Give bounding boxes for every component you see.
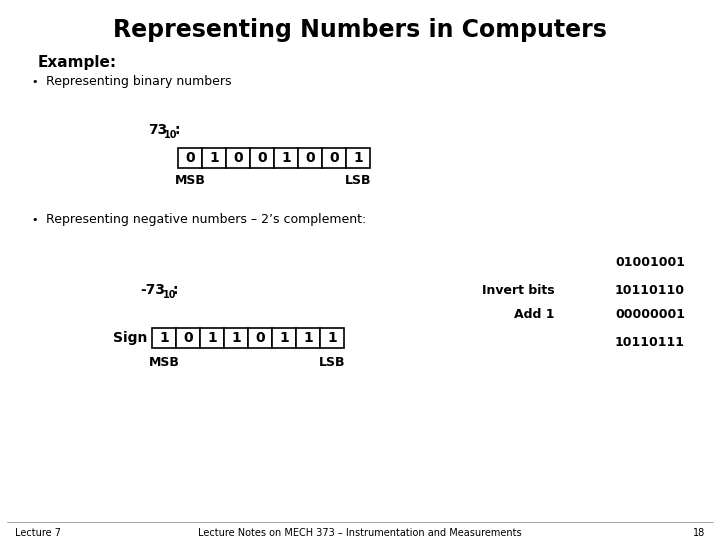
Text: 10: 10 <box>164 130 178 140</box>
Text: 1: 1 <box>231 331 241 345</box>
Text: :: : <box>173 283 179 297</box>
Text: MSB: MSB <box>174 173 205 186</box>
Text: LSB: LSB <box>319 356 346 369</box>
Text: •: • <box>32 77 38 87</box>
Text: 01001001: 01001001 <box>615 256 685 269</box>
Bar <box>296 328 320 348</box>
Text: 0: 0 <box>305 151 315 165</box>
Bar <box>298 148 322 168</box>
Text: 0: 0 <box>183 331 193 345</box>
Text: 1: 1 <box>327 331 337 345</box>
Text: -73: -73 <box>140 283 165 297</box>
Text: 0: 0 <box>257 151 267 165</box>
Text: Representing Numbers in Computers: Representing Numbers in Computers <box>113 18 607 42</box>
Text: 0: 0 <box>255 331 265 345</box>
Text: 73: 73 <box>148 123 167 137</box>
Bar <box>322 148 346 168</box>
Text: 0: 0 <box>233 151 243 165</box>
Text: Add 1: Add 1 <box>515 308 555 321</box>
Text: 10: 10 <box>163 290 176 300</box>
Bar <box>200 328 224 348</box>
Text: 1: 1 <box>279 331 289 345</box>
Bar <box>178 148 202 168</box>
Bar <box>250 148 274 168</box>
Text: 1: 1 <box>207 331 217 345</box>
Text: :: : <box>174 123 179 137</box>
Text: Representing binary numbers: Representing binary numbers <box>46 76 232 89</box>
Text: Representing negative numbers – 2’s complement:: Representing negative numbers – 2’s comp… <box>46 213 366 226</box>
Text: 00000001: 00000001 <box>615 308 685 321</box>
Bar <box>274 148 298 168</box>
Text: 18: 18 <box>693 528 705 538</box>
Bar <box>176 328 200 348</box>
Text: 1: 1 <box>281 151 291 165</box>
Text: 0: 0 <box>185 151 195 165</box>
Bar <box>272 328 296 348</box>
Text: Lecture Notes on MECH 373 – Instrumentation and Measurements: Lecture Notes on MECH 373 – Instrumentat… <box>198 528 522 538</box>
Text: 1: 1 <box>303 331 313 345</box>
Bar <box>226 148 250 168</box>
Bar <box>202 148 226 168</box>
Text: 1: 1 <box>209 151 219 165</box>
Text: Lecture 7: Lecture 7 <box>15 528 61 538</box>
Text: 10110111: 10110111 <box>615 336 685 349</box>
Text: 1: 1 <box>353 151 363 165</box>
Text: •: • <box>32 215 38 225</box>
Bar <box>346 148 370 168</box>
Text: Invert bits: Invert bits <box>482 284 555 296</box>
Bar <box>224 328 248 348</box>
Bar <box>152 328 176 348</box>
Text: 0: 0 <box>329 151 339 165</box>
Text: MSB: MSB <box>148 356 179 369</box>
Text: 10110110: 10110110 <box>615 284 685 296</box>
Text: LSB: LSB <box>345 173 372 186</box>
Text: 1: 1 <box>159 331 169 345</box>
Text: Sign: Sign <box>112 331 147 345</box>
Text: Example:: Example: <box>38 55 117 70</box>
Bar <box>248 328 272 348</box>
Bar <box>320 328 344 348</box>
